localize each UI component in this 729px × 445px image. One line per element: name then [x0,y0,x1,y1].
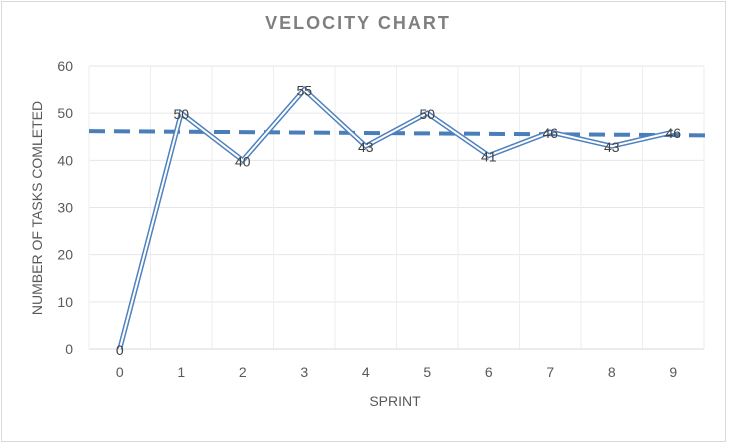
data-labels: 0 50 40 55 43 50 41 46 43 46 [116,83,681,358]
y-tick-label: 0 [65,341,73,357]
x-tick-label: 9 [669,364,677,380]
data-label: 50 [419,106,435,122]
data-label: 46 [665,125,681,141]
data-label: 43 [358,139,374,155]
series-line-inner [118,88,674,350]
y-tick-label: 20 [57,247,73,263]
x-tick-label: 3 [300,364,308,380]
data-label: 50 [173,106,189,122]
y-tick-label: 40 [57,152,73,168]
x-axis-ticks: 0 1 2 3 4 5 6 7 8 9 [116,364,678,380]
y-tick-label: 10 [57,294,73,310]
data-label: 46 [542,125,558,141]
trendline-group [88,129,709,138]
y-axis-ticks: 0 10 20 30 40 50 60 [57,58,73,357]
y-axis-title: NUMBER OF TASKS COMLETED [29,101,45,315]
x-tick-label: 1 [177,364,185,380]
y-tick-label: 30 [57,200,73,216]
chart-title: VELOCITY CHART [265,13,451,33]
x-tick-label: 6 [485,364,493,380]
x-tick-label: 5 [423,364,431,380]
data-label: 41 [481,149,497,165]
x-tick-label: 8 [608,364,616,380]
gridlines [88,65,705,350]
x-axis-title: SPRINT [369,393,421,409]
trendline [88,129,709,138]
y-tick-label: 60 [57,58,73,74]
x-tick-label: 7 [546,364,554,380]
data-label: 43 [604,139,620,155]
data-label: 40 [235,153,251,169]
x-tick-label: 0 [116,364,124,380]
x-tick-label: 4 [362,364,370,380]
x-tick-label: 2 [239,364,247,380]
data-label: 55 [296,83,312,99]
data-label: 0 [116,342,124,358]
series-group [117,86,674,350]
y-tick-label: 50 [57,105,73,121]
